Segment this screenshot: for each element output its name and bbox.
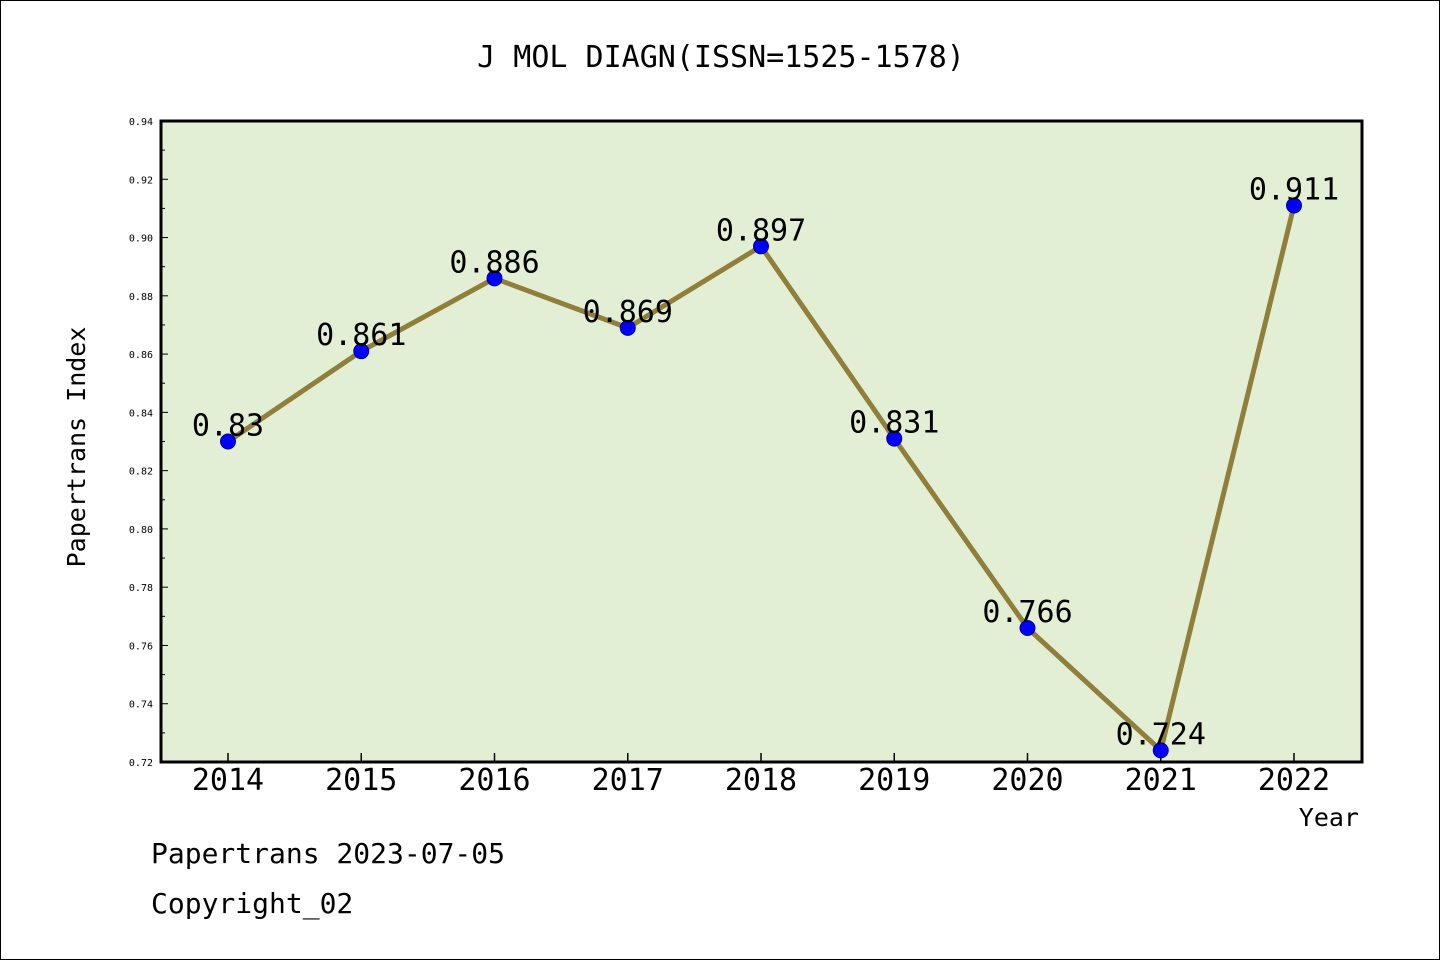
data-point: [1019, 619, 1036, 636]
data-point: [619, 319, 636, 336]
y-tick-label: 0.78: [129, 583, 153, 594]
y-tick-label: 0.86: [129, 350, 153, 361]
y-axis: 0.72 0.74 0.76 0.78 0.80 0.82 0.84 0.86 0.88 0.90…: [129, 117, 168, 769]
data-label: 0.831: [849, 406, 939, 441]
y-tick-label: 0.76: [129, 641, 153, 652]
y-tick-label: 0.82: [129, 467, 153, 478]
footer-copyright: Copyright_02: [151, 887, 354, 920]
data-label: 0.83: [192, 409, 264, 444]
x-tick-label: 2016: [458, 763, 530, 798]
data-label: 0.766: [982, 595, 1072, 630]
x-tick-label: 2014: [192, 763, 264, 798]
y-tick-label: 0.92: [129, 175, 153, 186]
data-label: 0.861: [316, 318, 406, 353]
data-point: [753, 238, 769, 255]
y-tick-label: 0.80: [129, 525, 153, 536]
data-point: [353, 343, 370, 360]
footer-date: Papertrans 2023-07-05: [151, 837, 506, 870]
plot-area: [159, 119, 1364, 764]
data-point: [886, 430, 903, 447]
x-axis: 2014 2015 2016 2017 2018 2019 2020 2021 2022: [192, 753, 1330, 798]
data-label: 0.869: [583, 295, 673, 330]
data-point: [1152, 742, 1169, 759]
data-points: [220, 197, 1302, 759]
x-tick-label: 2022: [1258, 763, 1330, 798]
y-tick-label: 0.94: [129, 117, 153, 128]
data-label: 0.886: [449, 245, 539, 280]
x-tick-label: 2021: [1125, 763, 1197, 798]
y-axis-label: Papertrans Index: [62, 327, 91, 568]
x-tick-label: 2017: [592, 763, 664, 798]
y-tick-label: 0.72: [129, 758, 153, 769]
data-point: [220, 433, 236, 450]
data-point: [1286, 197, 1302, 214]
x-tick-label: 2015: [325, 763, 397, 798]
x-tick-label: 2018: [725, 763, 797, 798]
chart-title: J MOL DIAGN(ISSN=1525-1578): [477, 40, 965, 75]
x-axis-label: Year: [1299, 803, 1359, 832]
data-label: 0.724: [1116, 717, 1206, 752]
data-labels: 0.83 0.861 0.886 0.869 0.897 0.831 0.766 0.724 0…: [192, 172, 1339, 752]
data-point: [486, 270, 503, 287]
x-tick-label: 2020: [991, 763, 1063, 798]
y-tick-label: 0.74: [129, 700, 153, 711]
y-tick-label: 0.84: [129, 408, 153, 419]
data-label: 0.897: [716, 213, 806, 248]
data-label: 0.911: [1249, 172, 1339, 207]
y-tick-label: 0.90: [129, 234, 153, 245]
y-tick-label: 0.88: [129, 292, 153, 303]
x-tick-label: 2019: [858, 763, 930, 798]
